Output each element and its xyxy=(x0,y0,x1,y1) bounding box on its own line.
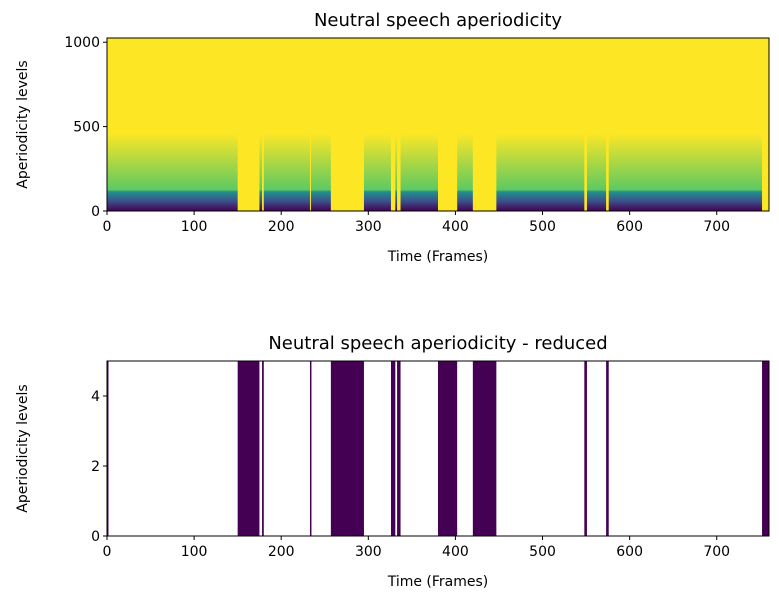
unvoiced-column xyxy=(606,38,609,211)
interval-bar xyxy=(472,361,497,536)
unvoiced-column xyxy=(309,38,311,211)
x-axis-label: Time (Frames) xyxy=(387,249,489,265)
unvoiced-column xyxy=(472,38,497,211)
interval-bar xyxy=(606,361,609,536)
interval-bar xyxy=(762,361,769,536)
y-tick-label: 2 xyxy=(91,459,100,475)
unvoiced-column xyxy=(237,38,260,211)
axes-frame xyxy=(106,37,770,212)
x-tick-label: 700 xyxy=(703,544,730,560)
y-tick-label: 0 xyxy=(91,204,100,220)
interval-bar xyxy=(390,361,396,536)
x-tick-label: 0 xyxy=(103,544,112,560)
x-tick-label: 300 xyxy=(355,544,382,560)
x-tick-label: 200 xyxy=(268,219,295,235)
y-axis-label: Aperiodicity levels xyxy=(15,60,31,188)
unvoiced-column xyxy=(397,38,401,211)
x-tick-label: 500 xyxy=(529,544,556,560)
interval-bar xyxy=(330,361,364,536)
x-tick-label: 300 xyxy=(355,219,382,235)
y-tick-label: 0 xyxy=(91,529,100,545)
x-tick-label: 400 xyxy=(442,544,469,560)
interval-bar xyxy=(309,361,312,536)
x-tick-label: 500 xyxy=(529,219,556,235)
interval-bar xyxy=(438,361,458,536)
x-tick-label: 600 xyxy=(616,544,643,560)
unvoiced-column xyxy=(762,38,769,211)
chart-title: Neutral speech aperiodicity xyxy=(314,10,562,31)
unvoiced-column xyxy=(262,38,264,211)
x-tick-label: 400 xyxy=(442,219,469,235)
chart-title: Neutral speech aperiodicity - reduced xyxy=(268,333,607,354)
interval-bar xyxy=(107,361,109,536)
axes-frame xyxy=(106,360,770,537)
y-tick-label: 1000 xyxy=(64,35,100,51)
unvoiced-column xyxy=(584,38,587,211)
unvoiced-column xyxy=(330,38,364,211)
x-tick-label: 100 xyxy=(181,544,208,560)
unvoiced-column xyxy=(438,38,458,211)
interval-bar xyxy=(262,361,264,536)
unvoiced-column xyxy=(390,38,396,211)
interval-bar xyxy=(237,361,260,536)
y-tick-label: 500 xyxy=(73,120,100,136)
x-tick-label: 700 xyxy=(703,219,730,235)
y-tick-label: 4 xyxy=(91,389,100,405)
interval-bar xyxy=(584,361,587,536)
x-axis-label: Time (Frames) xyxy=(387,574,489,590)
y-axis-label: Aperiodicity levels xyxy=(15,384,31,512)
interval-bar xyxy=(397,361,401,536)
x-tick-label: 600 xyxy=(616,219,643,235)
x-tick-label: 100 xyxy=(181,219,208,235)
x-tick-label: 0 xyxy=(103,219,112,235)
x-tick-label: 200 xyxy=(268,544,295,560)
